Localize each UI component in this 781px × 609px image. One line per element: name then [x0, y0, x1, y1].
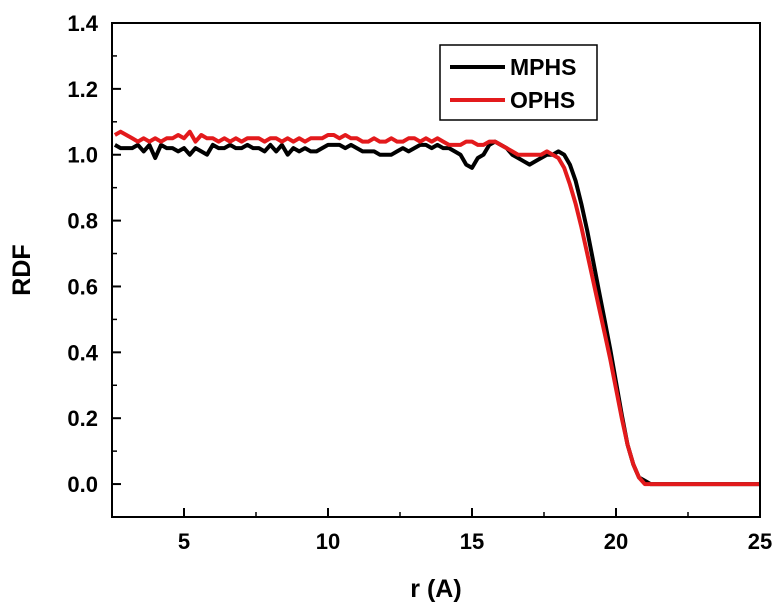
x-axis-title: r (A) [410, 575, 461, 603]
x-tick-label: 10 [316, 529, 340, 554]
y-axis-title: RDF [8, 244, 36, 295]
legend-label-ophs: OPHS [510, 87, 575, 113]
y-tick-label: 0.6 [67, 274, 98, 299]
series-layer [113, 129, 760, 487]
y-tick-label: 1.0 [67, 143, 98, 168]
y-tick-label: 0.2 [67, 406, 98, 431]
x-tick-label: 25 [748, 529, 772, 554]
x-tick-label: 20 [604, 529, 628, 554]
y-tick-label: 0.4 [67, 340, 98, 365]
plot-frame [111, 22, 761, 518]
ticks-layer: 0.0 0.2 0.4 0.6 0.8 1.0 1.2 1.4 5 10 15 20 25 [67, 11, 772, 554]
x-tick-label: 15 [460, 529, 484, 554]
series-line-ophs [113, 129, 760, 487]
x-tick-label: 5 [178, 529, 190, 554]
axes-layer [111, 22, 761, 518]
legend-box [439, 44, 598, 121]
legend-label-mphs: MPHS [510, 54, 576, 80]
y-tick-label: 1.4 [67, 11, 98, 36]
legend: MPHS OPHS [439, 44, 598, 121]
y-tick-label: 0.8 [67, 209, 98, 234]
y-tick-label: 1.2 [67, 77, 98, 102]
series-line-mphs [113, 139, 760, 487]
y-tick-label: 0.0 [67, 472, 98, 497]
